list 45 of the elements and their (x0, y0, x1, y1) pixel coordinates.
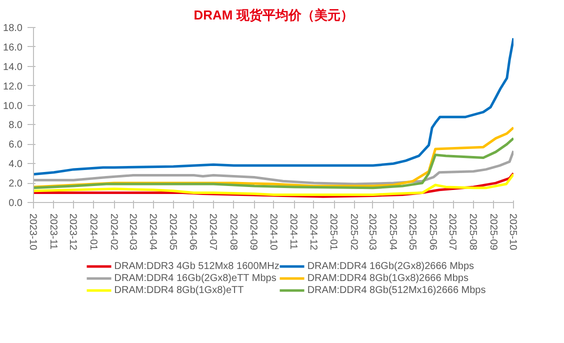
y-tick-label: 4.0 (8, 159, 23, 170)
y-tick-label: 16.0 (3, 42, 23, 54)
x-tick-label: 2024-02 (108, 214, 119, 251)
x-tick-label: 2024-05 (166, 214, 178, 251)
x-tick-label: 2023-11 (47, 214, 58, 250)
x-tick-label: 2024-12 (307, 214, 318, 251)
y-tick-label: 2.0 (8, 178, 23, 190)
x-tick-label: 2023-12 (67, 214, 78, 251)
x-tick-label: 2024-10 (267, 214, 278, 251)
x-tick-label: 2025-08 (466, 214, 478, 251)
x-tick-label: 2024-07 (206, 214, 218, 251)
x-tick-label: 2025-07 (446, 214, 458, 251)
x-tick-label: 2024-01 (87, 214, 98, 251)
line-series (34, 150, 514, 186)
x-tick-label: 2025-10 (507, 214, 518, 251)
y-tick-label: 10.0 (3, 100, 23, 112)
x-tick-label: 2024-11 (288, 214, 299, 250)
legend-label: DRAM:DDR4 8Gb(512Mx16)2666 Mbps (307, 284, 486, 296)
line-series (34, 137, 514, 190)
y-tick-label: 12.0 (3, 81, 23, 92)
x-tick-label: 2025-04 (386, 214, 398, 251)
legend-label: DRAM:DDR4 8Gb(1Gx8)eTT (114, 284, 244, 296)
x-tick-label: 2024-06 (187, 214, 198, 251)
x-tick-label: 2025-09 (487, 214, 498, 251)
y-tick-label: 8.0 (8, 120, 23, 132)
x-tick-label: 2024-08 (227, 214, 238, 251)
x-tick-label: 2025-05 (406, 214, 418, 251)
x-tick-label: 2024-09 (248, 214, 259, 251)
x-tick-label: 2025-01 (328, 214, 339, 251)
legend-label: DRAM:DDR3 4Gb 512Mx8 1600MHz (114, 260, 280, 272)
x-tick-label: 2025-06 (426, 214, 438, 251)
legend-label: DRAM:DDR4 16Gb(2Gx8)eTT Mbps (114, 272, 276, 284)
legend-label: DRAM:DDR4 16Gb(2Gx8)2666 Mbps (307, 260, 474, 272)
y-tick-label: 14.0 (3, 62, 23, 73)
line-series (34, 36, 514, 176)
x-tick-label: 2025-02 (348, 214, 360, 251)
x-tick-label: 2024-03 (126, 214, 138, 251)
y-tick-label: 6.0 (8, 140, 23, 151)
x-tick-label: 2023-10 (27, 214, 38, 251)
chart-title: DRAM 现货平均价（美元） (194, 8, 354, 22)
y-tick-label: 18.0 (3, 23, 23, 34)
x-tick-label: 2024-04 (147, 214, 158, 251)
y-tick-label: 0.0 (8, 198, 23, 209)
x-tick-label: 2025-03 (366, 214, 378, 251)
legend-label: DRAM:DDR4 8Gb(1Gx8)2666 Mbps (307, 272, 468, 284)
